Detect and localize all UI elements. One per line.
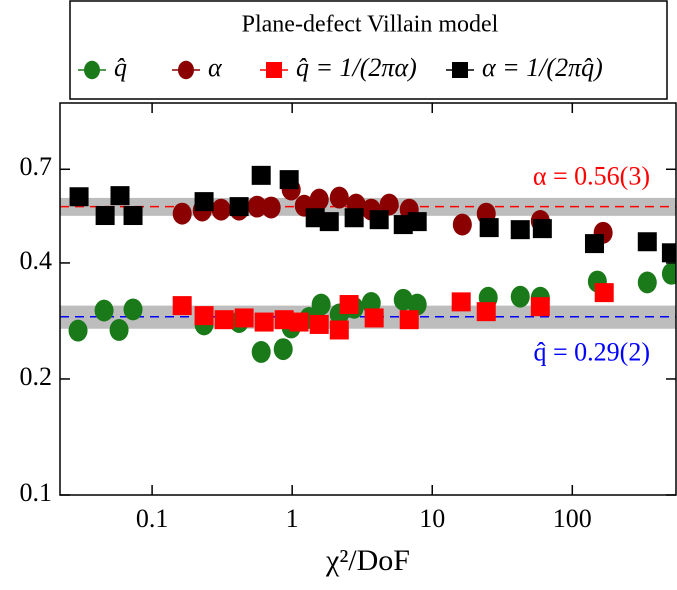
data-point xyxy=(234,308,254,328)
data-point xyxy=(407,293,427,316)
plot-frame xyxy=(59,102,677,496)
data-point xyxy=(172,202,192,225)
x-tick-label: 1 xyxy=(286,504,299,533)
data-point xyxy=(661,262,676,285)
x-axis-label: χ²/DoF xyxy=(325,544,410,577)
data-point xyxy=(214,310,234,330)
x-tick-label: 0.1 xyxy=(136,504,169,533)
data-point xyxy=(329,186,349,209)
reference-label: α = 0.56(3) xyxy=(533,162,650,191)
data-point xyxy=(309,314,329,334)
data-point xyxy=(279,170,299,190)
data-point xyxy=(247,195,267,218)
data-point xyxy=(68,319,88,342)
data-point xyxy=(510,285,530,308)
data-point xyxy=(69,187,89,207)
data-point xyxy=(369,210,389,230)
data-point xyxy=(451,292,471,312)
y-tick-label: 0.4 xyxy=(20,246,53,275)
legend-marker xyxy=(452,62,468,78)
data-point xyxy=(289,312,309,332)
data-point xyxy=(407,212,427,232)
y-tick-label: 0.1 xyxy=(20,478,53,507)
data-point xyxy=(273,338,293,361)
legend-marker xyxy=(178,60,194,80)
data-point xyxy=(329,320,349,340)
legend-title: Plane-defect Villain model xyxy=(242,12,499,38)
data-point xyxy=(95,206,115,226)
data-point xyxy=(309,188,329,211)
data-point xyxy=(194,192,214,212)
data-point xyxy=(637,232,657,252)
data-point xyxy=(229,197,249,217)
data-point xyxy=(661,243,676,263)
data-point xyxy=(594,283,614,303)
data-point xyxy=(510,220,530,240)
data-point xyxy=(532,219,552,239)
data-point xyxy=(311,293,331,316)
data-point xyxy=(476,302,496,322)
legend-label: q̂ = 1/(2πα) xyxy=(296,53,417,82)
data-point xyxy=(123,298,143,321)
data-point xyxy=(261,196,281,219)
x-tick-label: 100 xyxy=(553,504,592,533)
data-point xyxy=(364,308,384,328)
legend-marker xyxy=(266,62,282,78)
y-tick-label: 0.2 xyxy=(20,362,53,391)
data-point xyxy=(379,193,399,216)
legend-label: α = 1/(2πq̂) xyxy=(482,53,603,82)
data-point xyxy=(339,295,359,315)
data-point xyxy=(637,271,657,294)
plot-points xyxy=(68,165,676,363)
data-point xyxy=(399,310,419,330)
data-point xyxy=(254,312,274,332)
legend-marker xyxy=(84,60,100,80)
legend-box xyxy=(69,0,668,100)
legend-label: q̂ xyxy=(114,53,127,82)
x-tick-label: 10 xyxy=(419,504,445,533)
legend-label: α xyxy=(208,53,223,82)
data-point xyxy=(194,306,214,326)
data-point xyxy=(172,296,192,316)
data-point xyxy=(251,341,271,363)
data-point xyxy=(344,208,364,228)
reference-label: q̂ = 0.29(2) xyxy=(534,338,650,367)
data-point xyxy=(94,299,114,322)
data-point xyxy=(211,198,231,221)
data-point xyxy=(319,212,339,232)
y-tick-label: 0.7 xyxy=(20,152,53,181)
data-point xyxy=(479,218,499,238)
data-point xyxy=(110,186,130,206)
data-point xyxy=(584,234,604,254)
data-point xyxy=(123,206,143,226)
data-point xyxy=(251,165,271,185)
data-point xyxy=(274,310,294,330)
data-point xyxy=(452,213,472,236)
data-point xyxy=(361,292,381,314)
data-point xyxy=(109,319,129,341)
data-point xyxy=(530,297,550,317)
